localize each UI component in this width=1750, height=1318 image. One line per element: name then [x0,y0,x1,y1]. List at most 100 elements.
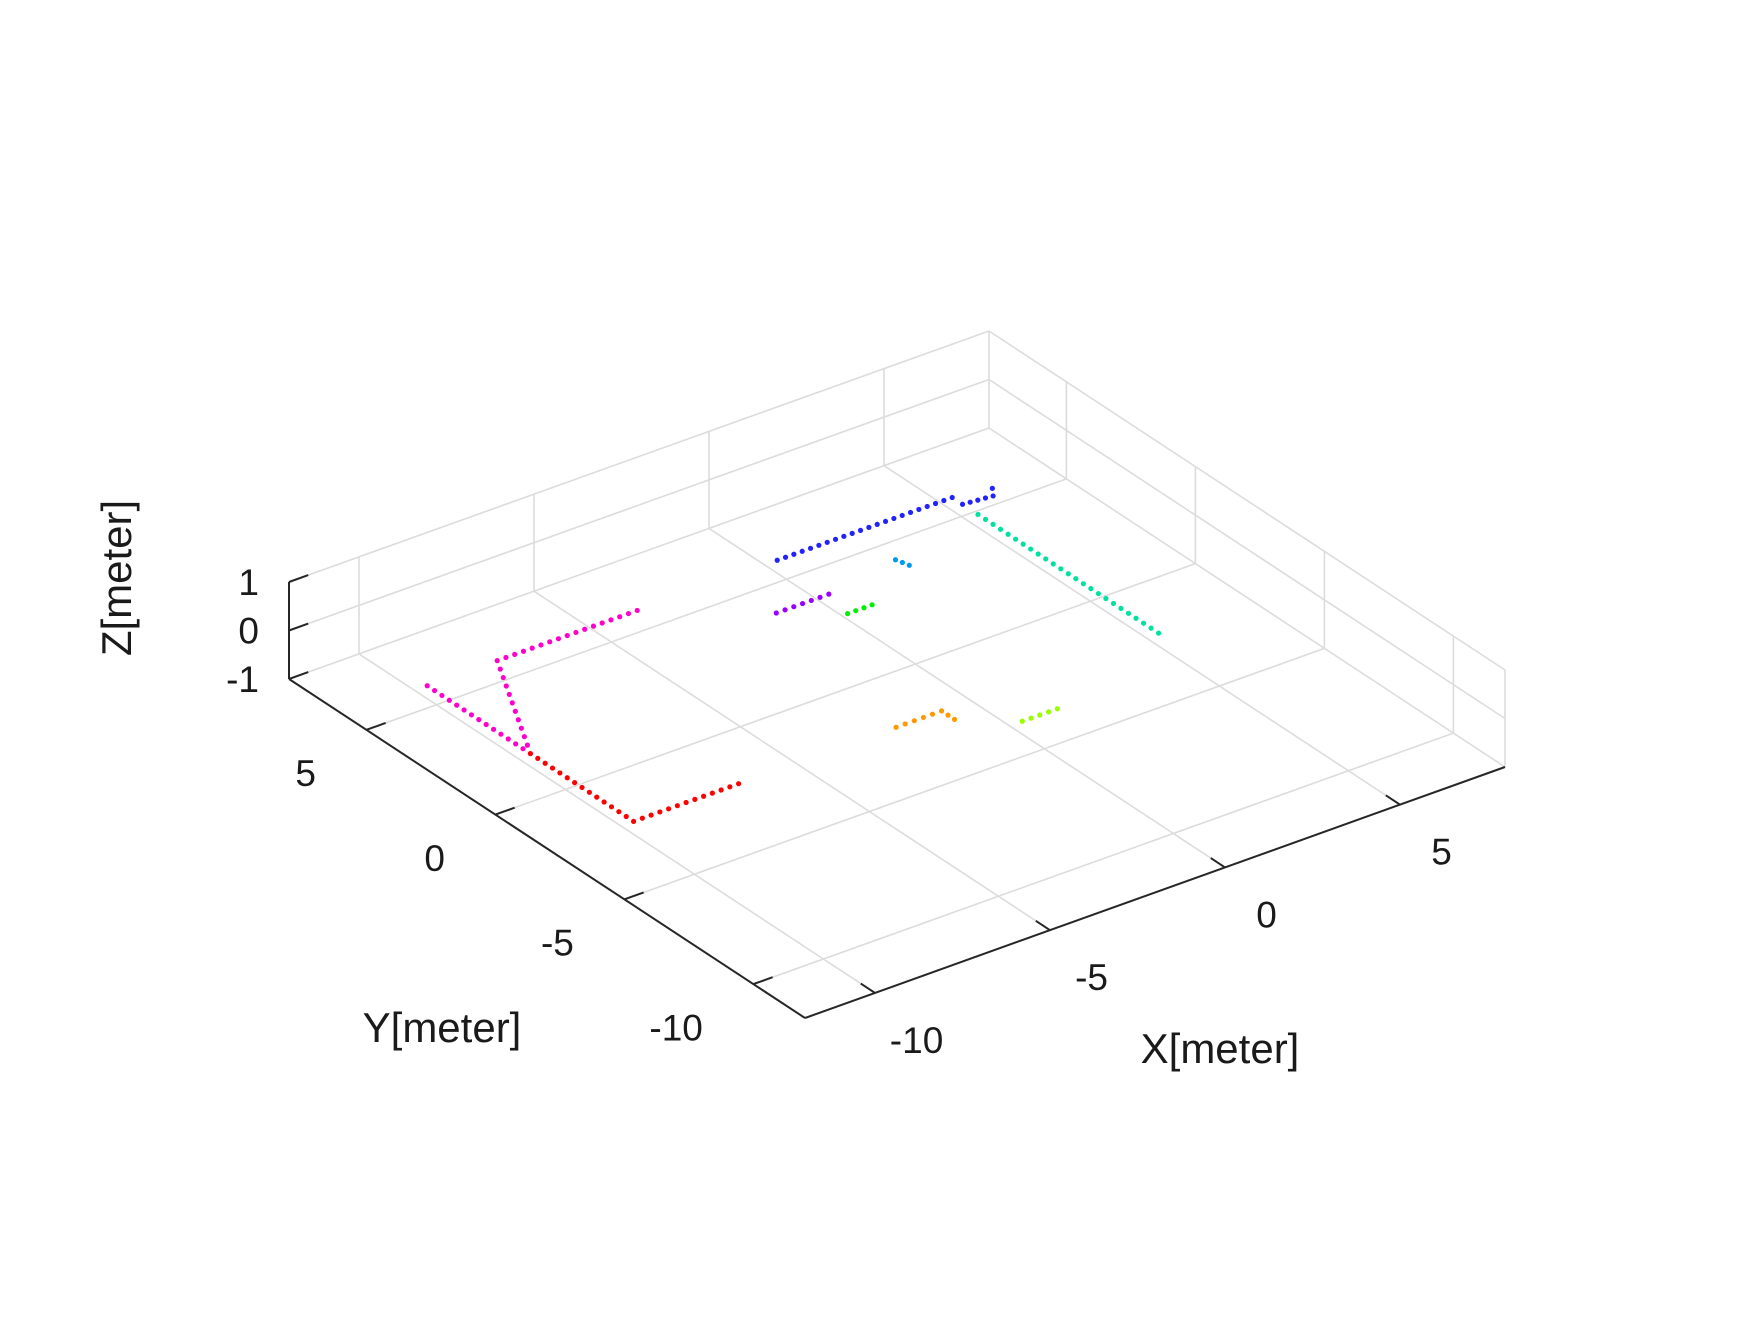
data-point-series-5 [906,562,912,568]
data-point-series-5 [899,559,905,566]
grid-line-y [495,562,1196,816]
data-point-series-1 [608,804,615,810]
data-point-series-0 [599,620,605,626]
data-point-series-0 [582,626,588,632]
data-point-series-1 [709,790,715,796]
data-point-series-2 [824,539,830,545]
data-point-series-2 [967,499,973,505]
grid-line-z-back [288,427,990,680]
data-point-series-2 [841,533,847,539]
data-point-series-2 [849,530,855,536]
data-point-series-2 [807,545,814,551]
data-point-series-0 [538,642,544,648]
data-point-series-0 [520,746,526,752]
z-axis-label: Z[meter] [93,500,140,656]
data-point-series-0 [617,614,623,620]
data-point-series-2 [949,494,955,501]
data-point-series-1 [631,818,637,824]
data-point-series-0 [494,658,500,664]
grid-line-x [358,653,876,994]
data-point-series-0 [505,736,511,742]
data-point-series-1 [527,750,534,757]
data-point-series-2 [959,501,966,507]
data-point-series-3 [1065,571,1071,577]
data-point-series-5 [892,557,899,563]
y-tick-label: -10 [649,1007,702,1048]
data-point-series-8 [1037,712,1043,718]
data-point-series-0 [590,623,597,629]
grid-line-y [366,478,1067,731]
data-point-series-0 [503,683,509,689]
data-point-series-2 [832,536,839,542]
data-point-series-3 [982,516,989,522]
data-point-series-0 [439,692,445,699]
data-point-series-7 [911,718,917,724]
z-tick-mark [288,622,309,632]
data-point-series-7 [945,712,951,718]
data-point-series-0 [608,617,614,623]
data-point-series-0 [625,610,632,617]
data-point-series-3 [1110,600,1117,607]
data-point-series-6 [869,602,875,608]
x-tick-mark [1385,794,1401,806]
data-point-series-4 [782,607,788,613]
data-point-series-2 [799,548,805,554]
data-point-series-3 [1020,541,1026,547]
data-point-series-0 [424,683,430,689]
data-point-series-1 [718,787,724,793]
data-point-series-7 [939,708,945,714]
data-point-series-0 [509,700,515,706]
data-point-series-0 [529,645,535,651]
grid-line-z-back [288,378,990,632]
data-point-series-1 [601,799,607,805]
y-tick-label: -5 [541,923,574,964]
y-tick-mark [366,722,386,731]
data-point-series-3 [1118,605,1124,611]
data-point-series-0 [634,607,640,614]
z-tick-label: -1 [226,659,259,700]
data-point-series-0 [520,648,527,654]
data-point-series-3 [1073,576,1079,582]
y-tick-label: 0 [424,838,445,879]
data-point-series-3 [990,521,996,527]
grid-line-z-back [288,330,990,583]
data-point-series-7 [951,716,958,722]
data-point-series-1 [594,794,600,800]
data-point-series-2 [982,495,989,501]
data-point-series-2 [866,524,872,530]
data-point-series-4 [791,604,797,610]
data-point-series-4 [817,594,823,600]
data-point-series-2 [857,527,864,533]
data-point-series-2 [874,521,880,527]
data-point-series-7 [929,711,936,717]
data-point-series-3 [1088,586,1094,592]
data-point-series-3 [1005,531,1011,537]
data-point-series-1 [557,770,563,776]
grid-line-y [624,647,1325,901]
data-point-series-2 [941,497,947,504]
data-point-series-0 [515,717,521,723]
data-point-series-3 [997,526,1004,532]
data-point-series-0 [500,674,506,681]
y-tick-mark [753,976,773,986]
data-point-series-2 [989,485,995,491]
data-point-series-3 [1140,620,1147,626]
x-tick-label: -10 [890,1020,943,1061]
data-point-series-1 [586,789,592,795]
points-layer [424,485,1162,824]
y-tick-mark [624,891,644,901]
x-axis-line [804,766,1506,1019]
z-tick-label: 1 [238,562,259,603]
data-point-series-0 [524,742,530,748]
data-point-series-0 [431,687,438,694]
data-point-series-6 [861,605,867,611]
grid-line-x [883,464,1401,806]
data-point-series-6 [845,611,851,617]
data-point-series-3 [1028,546,1034,552]
x-tick-mark [1035,919,1051,931]
data-point-series-8 [1054,706,1060,712]
data-point-series-7 [902,721,908,727]
data-point-series-3 [1035,551,1041,557]
data-point-series-2 [990,493,996,499]
data-point-series-2 [891,515,897,522]
